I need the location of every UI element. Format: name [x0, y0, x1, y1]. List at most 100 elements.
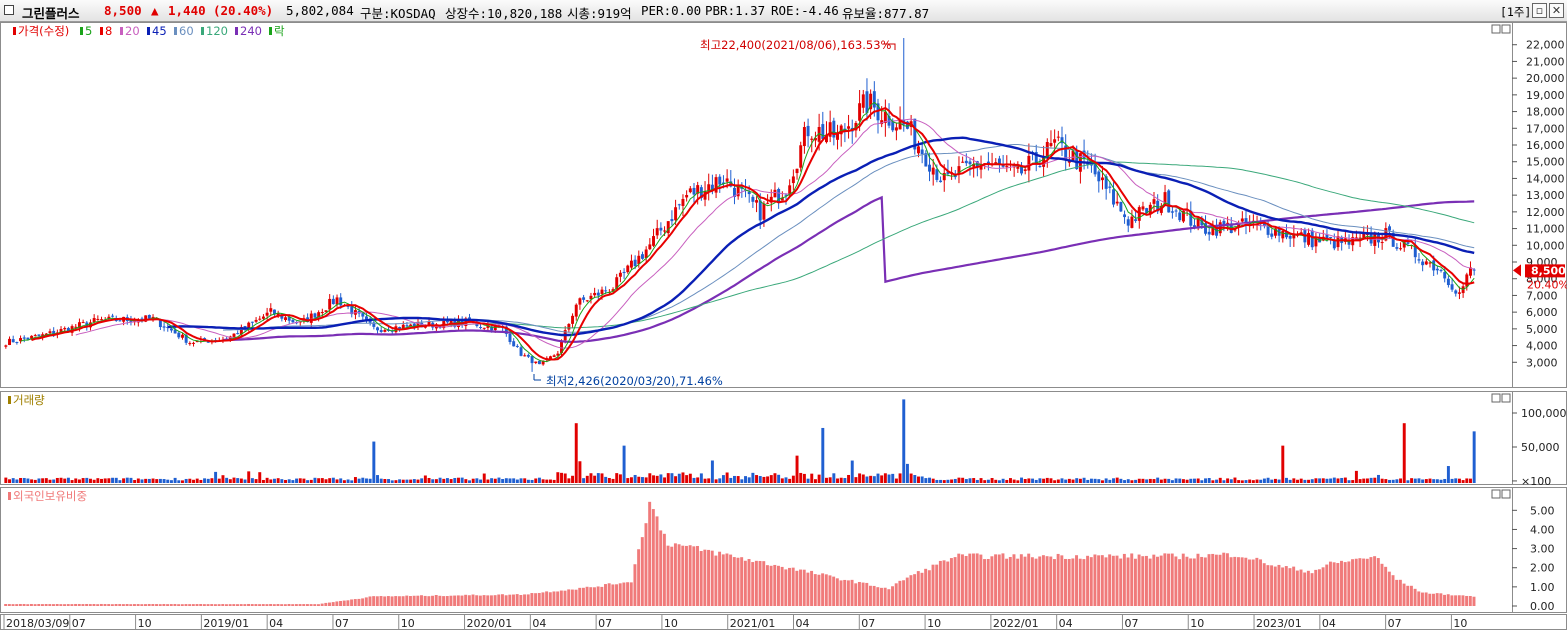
candle: [335, 297, 339, 305]
volume-bar: [1432, 479, 1436, 483]
candle: [784, 194, 788, 196]
foreign-bar: [949, 558, 953, 606]
foreign-bar: [254, 604, 258, 606]
price-tick-label: 12,000: [1526, 206, 1565, 219]
candle: [147, 314, 151, 319]
foreign-bar: [684, 545, 688, 606]
volume-bar: [648, 473, 652, 483]
volume-bar: [15, 479, 19, 483]
foreign-bar: [1398, 579, 1402, 606]
volume-bar: [585, 475, 589, 483]
volume-bar: [81, 478, 85, 483]
candle: [596, 292, 600, 296]
volume-bar: [983, 480, 987, 483]
foreign-bar: [710, 550, 714, 606]
foreign-bar: [927, 570, 931, 606]
volume-bar: [1417, 478, 1421, 483]
candle: [1056, 136, 1060, 138]
volume-bar: [663, 477, 667, 483]
volume-bar: [228, 479, 232, 483]
foreign-bar: [1439, 593, 1443, 606]
volume-bar: [1285, 477, 1288, 483]
price-tick-label: 10,000: [1526, 239, 1565, 252]
volume-bar: [387, 479, 391, 483]
foreign-bar: [408, 596, 412, 606]
volume-bar: [883, 473, 887, 483]
foreign-bar: [902, 580, 906, 606]
legend-ma5: 5: [85, 24, 92, 38]
candle: [957, 166, 961, 175]
candle: [1358, 237, 1362, 239]
x-tick-label: 10: [664, 617, 678, 630]
candle: [228, 336, 232, 340]
candle: [81, 322, 85, 324]
foreign-bar: [1472, 596, 1476, 606]
candle: [405, 325, 409, 327]
period-selector[interactable]: [1주]: [1500, 5, 1532, 19]
price-tick-label: 16,000: [1526, 139, 1565, 152]
x-tick-label: 07: [598, 617, 612, 630]
volume-bar: [188, 478, 192, 483]
foreign-bar: [692, 546, 696, 606]
volume-bar: [1053, 480, 1057, 483]
foreign-bar: [512, 594, 515, 606]
foreign-bar: [1373, 556, 1377, 606]
candle: [1336, 236, 1340, 248]
price-tick-label: 18,000: [1526, 106, 1565, 119]
foreign-bar: [1167, 553, 1171, 606]
volume-bar: [118, 480, 122, 483]
candle: [1439, 270, 1443, 272]
volume-bar: [379, 478, 383, 483]
candle: [825, 134, 828, 143]
candle: [92, 318, 96, 323]
volume-bar: [530, 479, 534, 483]
candle: [1465, 274, 1469, 287]
volume-bar: [1137, 478, 1141, 483]
foreign-bar: [1248, 559, 1251, 606]
foreign-bar: [681, 545, 685, 606]
foreign-bar: [243, 604, 247, 606]
candle: [755, 200, 759, 203]
candle: [574, 304, 578, 317]
candle: [1406, 242, 1410, 244]
volume-bar: [791, 475, 795, 483]
foreign-bar: [802, 569, 806, 606]
candle: [1204, 223, 1207, 234]
restore-icon[interactable]: ▫: [1532, 3, 1547, 18]
x-tick-label: 2022/01: [993, 617, 1039, 630]
volume-bar: [460, 477, 464, 483]
candle: [365, 316, 368, 320]
foreign-bar: [1218, 554, 1222, 606]
foreign-panel-axis: [1512, 487, 1567, 613]
foreign-bar: [1071, 558, 1075, 606]
volume-bar: [1343, 477, 1347, 483]
foreign-bar: [872, 585, 876, 606]
foreign-bar: [618, 583, 622, 606]
foreign-bar: [401, 596, 405, 606]
stock-chart[interactable]: 3,0004,0005,0006,0007,0008,0009,00010,00…: [0, 22, 1567, 630]
candle: [913, 118, 917, 150]
foreign-tick-label: 3.00: [1530, 543, 1555, 556]
volume-bar: [276, 478, 280, 483]
foreign-bar: [195, 604, 199, 606]
volume-bar: [221, 475, 225, 483]
foreign-bar: [515, 594, 519, 606]
candle: [670, 219, 674, 222]
volume-bar: [1461, 480, 1465, 483]
foreign-bar: [129, 604, 133, 606]
volume-bar: [1086, 479, 1090, 483]
candle: [1450, 284, 1454, 290]
foreign-bar: [74, 603, 78, 606]
volume-bar: [1244, 480, 1248, 483]
foreign-bar: [305, 604, 309, 606]
volume-bar: [376, 475, 379, 483]
foreign-bar: [891, 586, 895, 606]
candle: [788, 185, 792, 196]
select-checkbox[interactable]: [4, 5, 14, 15]
volume-bar: [70, 480, 74, 483]
foreign-bar: [1229, 557, 1233, 606]
close-icon[interactable]: ✕: [1549, 3, 1564, 18]
volume-bar: [482, 473, 486, 483]
volume-bar: [192, 479, 195, 483]
volume-bar: [1141, 478, 1145, 483]
